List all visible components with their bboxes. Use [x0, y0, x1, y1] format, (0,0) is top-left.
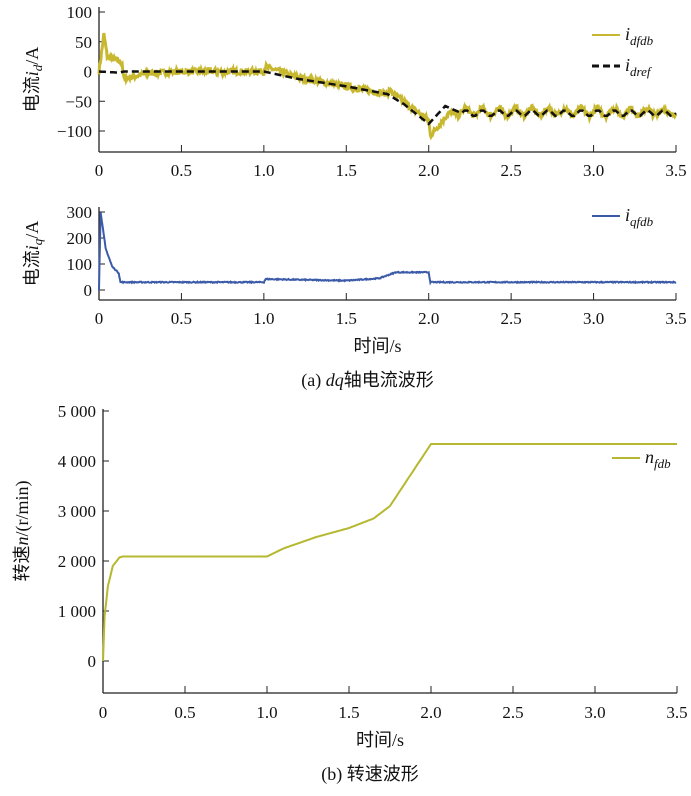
x-tick-label: 0.5 — [171, 161, 192, 180]
series-i_dfdb — [97, 32, 678, 141]
y-tick-label: 1 000 — [58, 602, 96, 621]
x-tick-label: 0 — [99, 703, 108, 722]
y-tick-label: 4 000 — [58, 452, 96, 471]
chart-0: 0 0.5 1.0 1.5 2.0 2.5 3.0 3.5 100 50 0 −50 −100 电流id/… — [22, 3, 687, 180]
x-tick-label: 1.0 — [256, 703, 277, 722]
legend-label: idref — [625, 55, 653, 79]
y-tick-label: −50 — [65, 92, 92, 111]
series-i_qfdb — [98, 212, 677, 291]
y-tick-label: 3 000 — [58, 502, 96, 521]
x-tick-label: 3.5 — [666, 703, 687, 722]
x-tick-label: 2.5 — [502, 703, 523, 722]
x-tick-label: 1.0 — [253, 161, 274, 180]
x-tick-label: 3.0 — [584, 703, 605, 722]
y-tick-label: 50 — [75, 33, 92, 52]
x-axis-label: 时间/s — [353, 336, 401, 356]
x-tick-label: 2.0 — [420, 703, 441, 722]
x-tick-label: 0 — [95, 309, 104, 328]
x-tick-label: 1.5 — [336, 161, 357, 180]
y-tick-label: 0 — [84, 281, 93, 300]
legend-label: nfdb — [645, 447, 671, 471]
x-tick-label: 3.5 — [665, 309, 686, 328]
x-tick-label: 3.5 — [665, 161, 686, 180]
y-tick-label: 200 — [67, 229, 93, 248]
x-tick-label: 3.0 — [583, 309, 604, 328]
y-tick-label: −100 — [57, 122, 92, 141]
x-tick-label: 2.5 — [501, 309, 522, 328]
chart-2: 0 0.5 1.0 1.5 2.0 2.5 3.0 3.5 5 000 4 000 3 000 2 0… — [12, 402, 688, 785]
y-axis-label: 电流id/A — [22, 47, 45, 113]
x-tick-label: 2.0 — [418, 161, 439, 180]
x-tick-label: 2.5 — [501, 161, 522, 180]
y-tick-label: 100 — [67, 255, 93, 274]
y-tick-label: 300 — [67, 203, 93, 222]
y-axis-label: 转速n/(r/min) — [12, 481, 33, 582]
x-tick-label: 2.0 — [418, 309, 439, 328]
y-tick-label: 2 000 — [58, 552, 96, 571]
series-i_dref — [98, 70, 677, 126]
y-tick-label: 100 — [67, 3, 93, 22]
series-n_fdb — [102, 443, 677, 662]
y-tick-label: 0 — [88, 652, 97, 671]
y-tick-label: 5 000 — [58, 402, 96, 421]
chart-1: 0 0.5 1.0 1.5 2.0 2.5 3.0 3.5 300 200 100 0 电流iq/A iq… — [22, 203, 687, 391]
y-tick-label: 0 — [84, 63, 93, 82]
caption: (b) 转速波形 — [321, 764, 419, 785]
caption: (a) dq轴电流波形 — [301, 370, 433, 391]
x-axis-label: 时间/s — [356, 730, 404, 750]
x-tick-label: 1.5 — [336, 309, 357, 328]
x-tick-label: 1.5 — [338, 703, 359, 722]
x-tick-label: 0.5 — [171, 309, 192, 328]
x-tick-label: 0 — [95, 161, 104, 180]
legend-label: iqfdb — [625, 205, 654, 229]
y-axis-label: 电流iq/A — [22, 221, 45, 287]
x-tick-label: 3.0 — [583, 161, 604, 180]
x-tick-label: 1.0 — [253, 309, 274, 328]
legend-label: idfdb — [625, 24, 654, 48]
x-tick-label: 0.5 — [174, 703, 195, 722]
